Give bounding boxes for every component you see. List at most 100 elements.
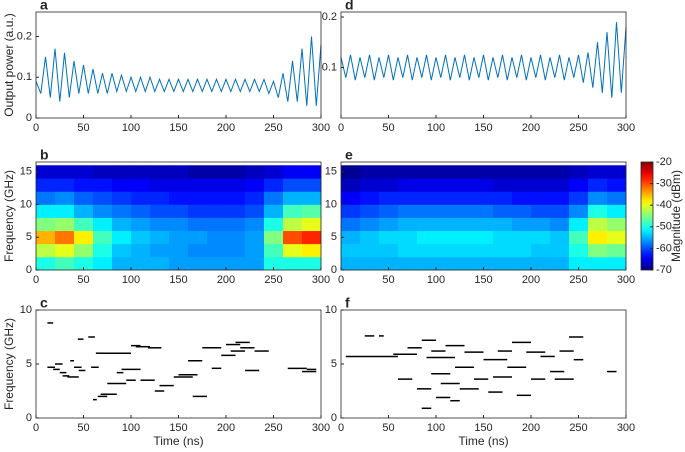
panel-letter: d xyxy=(345,0,354,13)
heat-cell xyxy=(150,217,170,232)
heat-cell xyxy=(283,243,303,258)
heat-cell xyxy=(226,178,246,192)
heat-cell xyxy=(360,230,380,245)
heat-cell xyxy=(341,191,361,205)
y-tick-label: 0.1 xyxy=(322,61,337,73)
x-tick-label: 50 xyxy=(77,122,89,134)
heat-cell xyxy=(169,217,189,232)
heat-cell xyxy=(436,178,456,192)
heat-cell xyxy=(512,204,532,218)
heat-cell xyxy=(226,204,246,218)
heat-cell xyxy=(283,178,303,192)
x-tick-label: 100 xyxy=(122,122,140,134)
heat-cell xyxy=(283,165,303,179)
heat-cell xyxy=(131,243,151,258)
heat-cell xyxy=(398,204,418,218)
heat-cell xyxy=(150,178,170,192)
heat-cell xyxy=(436,243,456,258)
heat-cell xyxy=(302,256,322,271)
heat-cell xyxy=(169,256,189,271)
heat-cell xyxy=(417,178,437,192)
heat-cell xyxy=(264,165,284,179)
heat-cell xyxy=(455,256,475,271)
heat-cell xyxy=(379,165,399,179)
heat-cell xyxy=(493,178,513,192)
axes-box xyxy=(35,11,322,119)
heat-cell xyxy=(588,191,608,205)
heat-cell xyxy=(531,165,551,179)
heat-cell xyxy=(188,217,208,232)
heat-cell xyxy=(398,165,418,179)
heat-cell xyxy=(398,256,418,271)
heat-cell xyxy=(36,191,56,205)
heat-cell xyxy=(436,191,456,205)
heat-cell xyxy=(74,165,94,179)
x-tick-label: 0 xyxy=(33,122,39,134)
heat-cell xyxy=(188,165,208,179)
heat-cell xyxy=(550,256,570,271)
heat-cell xyxy=(360,165,380,179)
heat-cell xyxy=(550,217,570,232)
heat-cell xyxy=(569,191,589,205)
heat-cell xyxy=(360,243,380,258)
y-tick-label: 0 xyxy=(331,412,337,424)
heat-cell xyxy=(607,243,627,258)
x-tick-label: 50 xyxy=(77,422,89,434)
heat-cell xyxy=(531,243,551,258)
x-tick-label: 100 xyxy=(427,422,445,434)
colorbar-tick-label: -60 xyxy=(656,242,672,254)
heat-cell xyxy=(474,230,494,245)
x-tick-label: 250 xyxy=(569,422,587,434)
heat-cell xyxy=(150,204,170,218)
x-tick-label: 50 xyxy=(382,274,394,286)
heat-cell xyxy=(226,165,246,179)
y-tick-label: 0 xyxy=(26,112,32,124)
heat-cell xyxy=(493,204,513,218)
heat-cell xyxy=(245,256,265,271)
heat-cell xyxy=(245,191,265,205)
heat-cell xyxy=(245,217,265,232)
heat-cell xyxy=(226,230,246,245)
heat-cell xyxy=(417,230,437,245)
heat-cell xyxy=(55,217,75,232)
heat-cell xyxy=(169,243,189,258)
heat-cell xyxy=(417,243,437,258)
heat-cell xyxy=(341,256,361,271)
heat-cell xyxy=(512,191,532,205)
y-tick-label: 15 xyxy=(20,166,32,178)
heat-cell xyxy=(55,256,75,271)
colorbar-label: Magnitude (dBm) xyxy=(669,170,683,262)
heat-cell xyxy=(493,217,513,232)
heat-cell xyxy=(360,191,380,205)
heat-cell xyxy=(207,243,227,258)
heat-cell xyxy=(169,165,189,179)
y-tick-label: 10 xyxy=(20,198,32,210)
heat-cell xyxy=(493,243,513,258)
x-tick-label: 150 xyxy=(169,422,187,434)
heat-cell xyxy=(436,256,456,271)
heat-cell xyxy=(436,204,456,218)
heat-cell xyxy=(93,243,113,258)
y-tick-label: 0.2 xyxy=(17,30,32,42)
x-tick-label: 300 xyxy=(617,422,635,434)
heat-cell xyxy=(360,178,380,192)
heat-cell xyxy=(112,178,132,192)
x-tick-label: 300 xyxy=(312,422,330,434)
heat-cell xyxy=(36,243,56,258)
heat-cell xyxy=(474,204,494,218)
heat-cell xyxy=(112,230,132,245)
heat-cell xyxy=(302,178,322,192)
heat-cell xyxy=(55,243,75,258)
colorbar-tick-label: -30 xyxy=(656,178,672,190)
heat-cell xyxy=(588,243,608,258)
heat-cell xyxy=(245,230,265,245)
heat-cell xyxy=(169,178,189,192)
heat-cell xyxy=(36,230,56,245)
x-tick-label: 250 xyxy=(569,122,587,134)
heat-cell xyxy=(245,204,265,218)
y-tick-label: 10 xyxy=(20,304,32,316)
y-tick-label: 5 xyxy=(331,358,337,370)
heat-cell xyxy=(131,230,151,245)
heat-cell xyxy=(74,243,94,258)
